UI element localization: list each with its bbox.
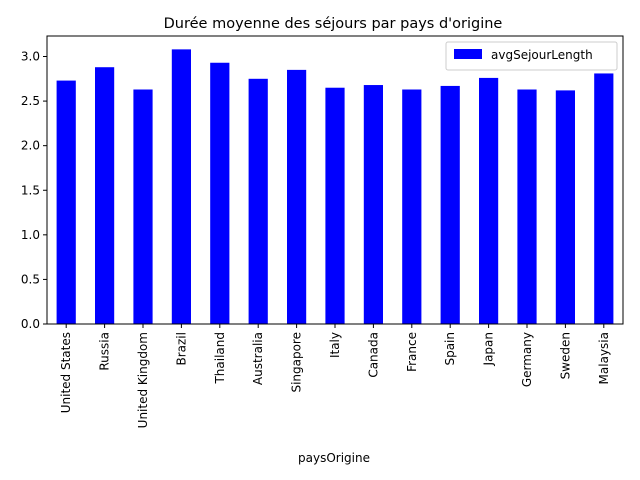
y-tick-label: 2.5 xyxy=(21,94,40,108)
y-axis: 0.0 0.5 1.0 1.5 2.0 2.5 3.0 xyxy=(21,50,47,331)
chart-title: Durée moyenne des séjours par pays d'ori… xyxy=(164,16,503,32)
bar-united-kingdom xyxy=(133,89,153,324)
y-tick-label: 1.5 xyxy=(21,183,40,197)
x-tick-label: Australia xyxy=(251,332,265,385)
x-tick-label: Singapore xyxy=(290,332,304,393)
y-tick-label: 3.0 xyxy=(21,50,40,64)
legend-frame xyxy=(445,41,618,71)
x-tick-label: Thailand xyxy=(213,332,227,385)
x-tick-label: United States xyxy=(59,332,73,413)
bar-france xyxy=(402,89,422,324)
bar-russia xyxy=(95,67,115,325)
y-tick-label: 1.0 xyxy=(21,228,40,242)
bar-malaysia xyxy=(594,73,614,324)
bars xyxy=(56,49,614,325)
y-tick-label: 0.5 xyxy=(21,272,40,286)
x-tick-label: United Kingdom xyxy=(136,332,150,428)
x-tick-label: Italy xyxy=(328,332,342,358)
x-tick-label: Germany xyxy=(520,332,534,387)
bar-singapore xyxy=(287,69,307,324)
bar-sweden xyxy=(555,90,575,324)
x-tick-label: Canada xyxy=(366,332,380,378)
plot-frame xyxy=(46,35,624,325)
bar-canada xyxy=(363,85,383,324)
x-axis-title: paysOrigine xyxy=(298,451,370,465)
x-tick-label: Malaysia xyxy=(597,332,611,384)
bar-australia xyxy=(248,78,268,324)
bar-italy xyxy=(325,87,345,324)
bar-spain xyxy=(440,85,460,325)
bar-thailand xyxy=(210,62,230,324)
legend-swatch xyxy=(454,49,482,59)
x-tick-label: Japan xyxy=(482,332,496,366)
x-tick-label: Brazil xyxy=(174,332,188,366)
x-axis: United States Russia United Kingdom Brazil T… xyxy=(59,324,611,428)
bar-united-states xyxy=(56,80,76,324)
legend: avgSejourLength xyxy=(445,41,618,71)
x-tick-label: Sweden xyxy=(558,332,572,379)
x-tick-label: Spain xyxy=(443,332,457,366)
y-tick-label: 2.0 xyxy=(21,139,40,153)
bar-japan xyxy=(479,77,499,324)
bar-germany xyxy=(517,89,537,324)
y-tick-label: 0.0 xyxy=(21,317,40,331)
legend-label: avgSejourLength xyxy=(491,48,593,62)
x-tick-label: Russia xyxy=(98,332,112,371)
x-tick-label: France xyxy=(405,332,419,372)
bar-brazil xyxy=(171,49,191,325)
